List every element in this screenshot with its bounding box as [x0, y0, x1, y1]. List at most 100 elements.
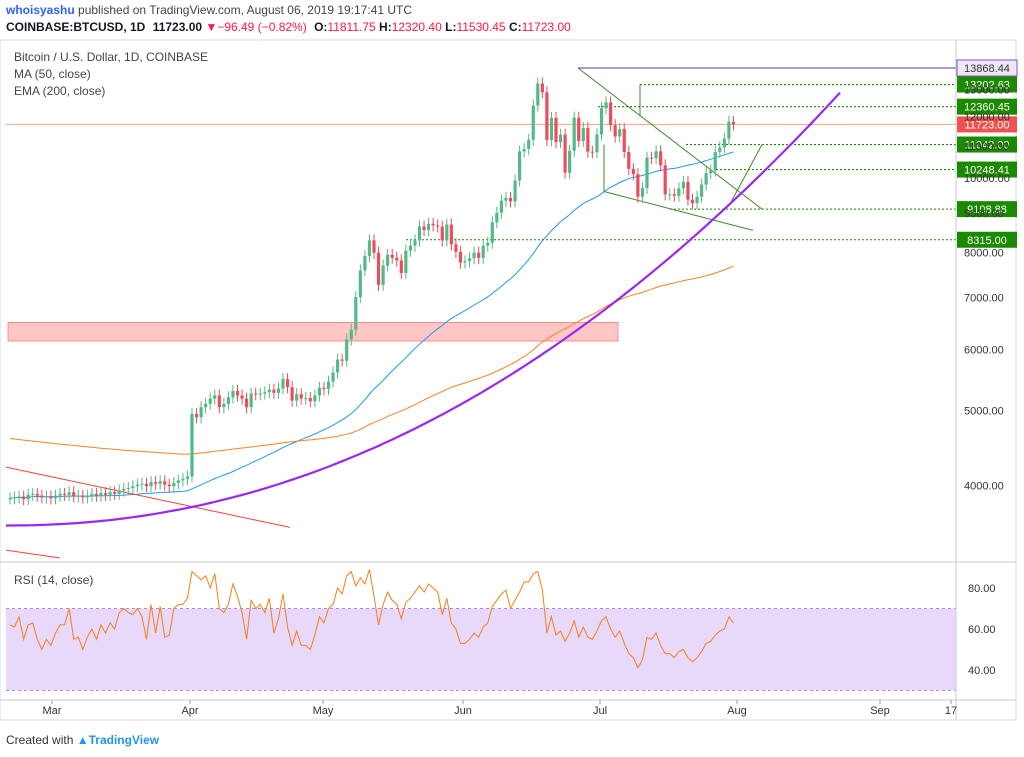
candle-body — [367, 240, 372, 257]
publish-info: published on TradingView.com, August 06,… — [78, 3, 413, 17]
candle-body — [345, 339, 349, 361]
candle-body — [467, 258, 472, 262]
candle-body — [163, 481, 167, 485]
ma-legend[interactable]: MA (50, close) — [14, 67, 91, 81]
candle-body — [645, 157, 649, 189]
candle-body — [436, 225, 440, 227]
candle-body — [568, 150, 572, 173]
level-label: 8315.00 — [967, 235, 1007, 247]
candle-body — [172, 482, 176, 487]
price-tick-label: 8000.00 — [964, 248, 1004, 260]
candle-body — [659, 151, 663, 166]
candle-body — [53, 495, 58, 499]
candle-body — [226, 397, 230, 404]
candle-body — [290, 387, 294, 401]
ma-50-line — [9, 151, 734, 499]
candle-body — [477, 252, 481, 258]
candle-body — [317, 387, 321, 396]
price-tick-label: 6000.00 — [964, 344, 1004, 356]
high-label: H: — [379, 20, 392, 34]
time-tick-label: Aug — [727, 705, 747, 717]
candle-body — [417, 226, 422, 241]
candle-body — [622, 129, 626, 152]
level-badge — [957, 231, 1017, 248]
breakout-line — [729, 144, 763, 205]
candle-body — [554, 117, 558, 143]
open-label: O: — [314, 20, 328, 34]
candle-body — [609, 102, 613, 126]
rsi-legend[interactable]: RSI (14, close) — [14, 573, 94, 587]
candle-body — [599, 108, 604, 135]
level-badge — [957, 98, 1017, 115]
level-badge — [957, 136, 1017, 153]
candle-body — [12, 497, 17, 499]
candle-body — [90, 493, 94, 496]
candle-body — [194, 413, 199, 418]
candle-body — [249, 393, 253, 408]
level-badge — [957, 76, 1017, 93]
candle-body — [581, 127, 585, 141]
author-name[interactable]: whoisyashu — [6, 3, 75, 17]
chart-title: Bitcoin / U.S. Dollar, 1D, COINBASE — [14, 50, 209, 64]
candle-body — [313, 395, 317, 402]
candle-body — [700, 184, 704, 197]
time-tick-label: Mar — [43, 705, 62, 717]
candle-body — [381, 265, 385, 285]
level-label: 10248.41 — [964, 165, 1010, 177]
candle-body — [103, 493, 108, 495]
candle-body — [154, 482, 158, 484]
candle-body — [322, 387, 326, 390]
candle-body — [267, 389, 271, 393]
candle-body — [76, 495, 80, 497]
last-price-badge — [957, 116, 1017, 133]
candle-body — [590, 151, 594, 153]
candle-body — [40, 495, 44, 498]
candle-body — [527, 139, 531, 149]
candle-body — [690, 199, 695, 204]
candle-body — [8, 498, 12, 500]
candle-body — [231, 390, 235, 398]
candle-body — [240, 395, 244, 399]
candle-body — [222, 403, 226, 408]
candle-body — [531, 105, 535, 140]
price-tick-label: 10000.00 — [964, 173, 1010, 185]
candle-body — [681, 181, 685, 189]
ema-legend[interactable]: EMA (200, close) — [14, 84, 106, 98]
candle-body — [727, 121, 731, 139]
time-tick-label: Jul — [593, 705, 607, 717]
tradingview-logo-icon[interactable]: ▲ — [76, 733, 89, 747]
wedge-lower-line — [603, 191, 754, 231]
candle-body — [263, 392, 267, 394]
footer: Created with ▲TradingView — [6, 733, 159, 747]
level-label: 13868.44 — [964, 63, 1010, 75]
candle-body — [117, 490, 121, 494]
candle-body — [35, 493, 39, 496]
rsi-tick-label: 60.00 — [968, 624, 996, 636]
level-label: 13202.63 — [964, 80, 1010, 92]
candle-body — [399, 260, 403, 274]
candle-body — [595, 134, 599, 153]
candle-body — [131, 486, 135, 488]
candle-body — [709, 170, 713, 174]
candle-body — [72, 492, 76, 497]
candle-body — [81, 495, 85, 498]
candle-body — [540, 83, 544, 93]
candle-body — [176, 480, 180, 483]
candle-body — [386, 254, 390, 266]
time-tick-label: 17 — [945, 705, 957, 717]
close-label: C: — [508, 20, 522, 34]
candle-body — [427, 223, 431, 231]
candle-body — [663, 165, 667, 195]
tradingview-brand[interactable]: TradingView — [88, 733, 160, 747]
candle-body — [704, 173, 708, 185]
candle-body — [586, 127, 590, 152]
candle-body — [158, 481, 162, 484]
candle-body — [22, 496, 26, 500]
rsi-tick-label: 40.00 — [968, 665, 996, 677]
candle-body — [58, 493, 62, 496]
candle-body — [563, 134, 567, 173]
candle-body — [640, 188, 645, 197]
change-value: −96.49 (−0.82%) — [217, 20, 307, 34]
candle-body — [217, 395, 221, 408]
